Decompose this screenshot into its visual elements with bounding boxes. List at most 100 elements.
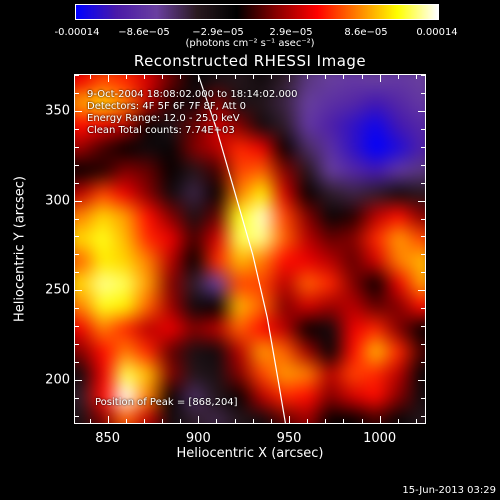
y-tick-label: 250 [45, 282, 70, 298]
axis-tick-mark [421, 182, 425, 184]
axis-tick-mark [75, 110, 82, 112]
axis-tick-mark [418, 200, 425, 202]
axis-tick-mark [75, 128, 79, 130]
axis-tick-mark [421, 92, 425, 94]
axis-tick-mark [198, 75, 200, 82]
axis-tick-mark [162, 75, 164, 79]
axis-tick-mark [397, 419, 399, 423]
axis-tick-mark [325, 419, 327, 423]
axis-tick-mark [421, 397, 425, 399]
colorbar-tick-label: -0.00014 [54, 27, 100, 38]
axis-tick-mark [198, 416, 200, 423]
axis-tick-mark [162, 419, 164, 423]
axis-tick-mark [75, 146, 79, 148]
axis-tick-mark [125, 419, 127, 423]
axis-tick-mark [307, 419, 309, 423]
axis-tick-mark [361, 75, 363, 79]
axis-tick-mark [75, 92, 79, 94]
axis-tick-mark [379, 416, 381, 423]
axis-tick-mark [343, 419, 345, 423]
axis-tick-mark [216, 75, 218, 79]
axis-tick-mark [288, 75, 290, 82]
time-range-annotation: 9-Oct-2004 18:08:02.000 to 18:14:02.000 [87, 89, 298, 100]
axis-tick-mark [75, 272, 79, 274]
colorbar-tick-label: 8.6e−05 [344, 27, 388, 38]
axis-tick-mark [234, 75, 236, 79]
axis-tick-mark [418, 110, 425, 112]
plot-area: 9-Oct-2004 18:08:02.000 to 18:14:02.000 … [74, 74, 426, 424]
axis-tick-mark [75, 200, 82, 202]
axis-tick-mark [270, 75, 272, 79]
axis-tick-mark [75, 397, 79, 399]
axis-tick-mark [75, 290, 82, 292]
axis-tick-mark [89, 75, 91, 79]
axis-tick-mark [421, 362, 425, 363]
axis-tick-mark [75, 379, 82, 381]
colorbar-unit-label: (photons cm⁻² s⁻¹ asec⁻²) [185, 38, 315, 49]
x-tick-label: 1000 [363, 431, 397, 446]
y-tick-label: 300 [45, 193, 70, 209]
axis-tick-mark [379, 75, 381, 82]
axis-tick-mark [216, 419, 218, 423]
axis-tick-mark [421, 218, 425, 220]
axis-tick-mark [415, 419, 417, 423]
axis-tick-mark [75, 182, 79, 184]
axis-tick-mark [421, 128, 425, 130]
axis-tick-mark [107, 75, 109, 82]
x-tick-label: 850 [95, 431, 121, 446]
x-tick-label: 900 [185, 431, 211, 446]
colorbar [75, 4, 439, 20]
algorithm-annotation: Clean Total counts: 7.74E+03 [87, 125, 235, 136]
y-tick-label: 350 [45, 103, 70, 119]
axis-tick-mark [361, 419, 363, 423]
axis-tick-mark [125, 75, 127, 79]
axis-tick-mark [75, 326, 79, 328]
axis-tick-mark [418, 379, 425, 381]
chart-title: Reconstructed RHESSI Image [133, 52, 367, 70]
limb-overlay [197, 75, 286, 423]
axis-tick-mark [421, 254, 425, 256]
x-axis-label: Heliocentric X (arcsec) [176, 446, 324, 461]
axis-tick-mark [75, 164, 79, 166]
energy-range-annotation: Energy Range: 12.0 - 25.0 keV [87, 113, 240, 124]
y-axis-label: Heliocentric Y (arcsec) [12, 176, 28, 322]
axis-tick-mark [288, 416, 290, 423]
axis-tick-mark [75, 75, 79, 76]
axis-tick-mark [143, 419, 145, 423]
axis-tick-mark [421, 164, 425, 166]
axis-tick-mark [75, 254, 79, 256]
axis-tick-mark [421, 146, 425, 148]
axis-tick-mark [180, 75, 182, 79]
footer-date: 15-Jun-2013 03:29 [402, 485, 496, 496]
y-tick-label: 200 [45, 372, 70, 388]
axis-tick-mark [252, 75, 254, 79]
axis-tick-mark [418, 290, 425, 292]
axis-tick-mark [75, 308, 79, 310]
axis-tick-mark [397, 75, 399, 79]
axis-tick-mark [180, 419, 182, 423]
axis-tick-mark [421, 308, 425, 310]
axis-tick-mark [421, 236, 425, 238]
heatmap-image [75, 75, 425, 423]
axis-tick-mark [75, 218, 79, 220]
axis-tick-mark [252, 419, 254, 423]
axis-tick-mark [421, 326, 425, 328]
colorbar-tick-label: 0.00014 [416, 27, 458, 38]
axis-tick-mark [421, 415, 425, 417]
axis-tick-mark [270, 419, 272, 423]
axis-tick-mark [75, 344, 79, 346]
axis-tick-mark [325, 75, 327, 79]
axis-tick-mark [421, 75, 425, 76]
colorbar-tick-label: −8.6e−05 [118, 27, 170, 38]
axis-tick-mark [421, 344, 425, 346]
axis-tick-mark [75, 362, 79, 363]
x-tick-label: 950 [276, 431, 302, 446]
axis-tick-mark [234, 419, 236, 423]
axis-tick-mark [107, 416, 109, 423]
axis-tick-mark [75, 236, 79, 238]
axis-tick-mark [89, 419, 91, 423]
axis-tick-mark [143, 75, 145, 79]
solar-limb-line [197, 75, 286, 423]
axis-tick-mark [415, 75, 417, 79]
colorbar-tick-label: 2.9e−05 [269, 27, 313, 38]
